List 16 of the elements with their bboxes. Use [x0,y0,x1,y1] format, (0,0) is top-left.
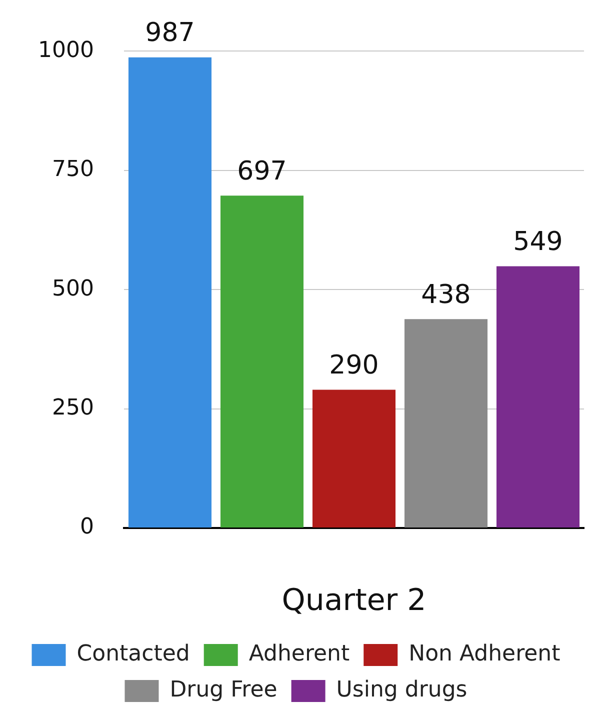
legend-label: Using drugs [336,678,468,703]
data-label: 697 [237,156,287,186]
data-label: 549 [513,226,563,257]
y-tick-label: 1000 [38,38,94,63]
y-tick-label: 250 [52,396,94,421]
y-tick-label: 500 [52,276,94,302]
data-label: 438 [421,280,471,310]
legend-label: Adherent [248,642,350,667]
y-tick-label: 0 [80,514,94,540]
legend-label: Non Adherent [408,642,561,667]
x-axis-title: Quarter 2 [282,582,426,618]
data-label: 987 [145,18,195,48]
data-label: 290 [329,350,379,380]
y-tick-label: 750 [52,157,94,182]
legend-label: Contacted [76,642,190,667]
legend-label: Drug Free [170,678,278,703]
